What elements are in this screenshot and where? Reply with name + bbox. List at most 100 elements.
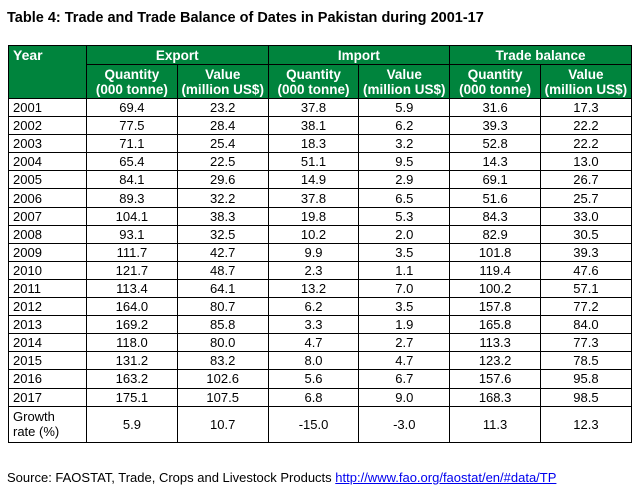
table-cell: 6.7 — [358, 369, 451, 389]
table-cell: 163.2 — [86, 369, 178, 389]
table-row: 2012 164.0 80.7 6.2 3.5 157.8 77.2 — [8, 297, 632, 317]
table-cell: 37.8 — [267, 188, 360, 208]
table-cell: 113.4 — [86, 278, 178, 299]
table-row: 2009 111.7 42.7 9.9 3.5 101.8 39.3 — [8, 242, 632, 262]
table-cell: 6.8 — [267, 387, 360, 407]
table-cell: 33.0 — [540, 206, 632, 226]
table-cell: 82.9 — [449, 224, 541, 244]
table-row: 2005 84.1 29.6 14.9 2.9 69.1 26.7 — [8, 170, 632, 190]
table-cell: 121.7 — [86, 260, 178, 280]
table-cell: 164.0 — [86, 297, 178, 317]
table-cell: 64.1 — [176, 278, 269, 299]
table-cell: 52.8 — [449, 134, 541, 154]
table-cell: 3.2 — [358, 134, 451, 154]
table-cell: 5.6 — [267, 369, 360, 389]
table-row: 2014 118.0 80.0 4.7 2.7 113.3 77.3 — [8, 333, 632, 353]
table-row: 2015 131.2 83.2 8.0 4.7 123.2 78.5 — [8, 351, 632, 371]
table-cell: 26.7 — [540, 170, 632, 190]
year-cell: 2010 — [8, 260, 87, 280]
table-cell: 42.7 — [176, 242, 269, 262]
table-cell: 77.2 — [540, 297, 632, 317]
table-row: 2013 169.2 85.8 3.3 1.9 165.8 84.0 — [8, 315, 632, 335]
table-cell: 84.0 — [540, 315, 632, 335]
table-cell: 80.0 — [176, 333, 269, 353]
growth-rate-label: Growth rate (%) — [8, 405, 87, 443]
table-cell: 8.0 — [267, 351, 360, 371]
table-cell: 48.7 — [176, 260, 269, 280]
source-note: Source: FAOSTAT, Trade, Crops and Livest… — [7, 470, 556, 485]
table-cell: 28.4 — [176, 116, 269, 136]
table-cell: 2.3 — [267, 260, 360, 280]
table-cell: 4.7 — [267, 333, 360, 353]
year-cell: 2012 — [8, 297, 87, 317]
table-cell: 98.5 — [540, 387, 632, 407]
table-cell: 51.1 — [267, 152, 360, 172]
year-cell: 2001 — [8, 97, 87, 118]
table-cell: 39.3 — [449, 116, 541, 136]
table-title: Table 4: Trade and Trade Balance of Date… — [7, 10, 484, 26]
table-cell: 93.1 — [86, 224, 178, 244]
table-body: 2001 69.4 23.2 37.8 5.9 31.6 17.3 2002 77.5 28.4 3… — [8, 97, 632, 443]
import-quantity-header: Quantity (000 tonne) — [267, 64, 360, 99]
table-row: 2008 93.1 32.5 10.2 2.0 82.9 30.5 — [8, 224, 632, 244]
table-cell: 80.7 — [176, 297, 269, 317]
table-cell: 113.3 — [449, 333, 541, 353]
table-cell: 102.6 — [176, 369, 269, 389]
table-cell: 14.9 — [267, 170, 360, 190]
year-cell: 2011 — [8, 278, 87, 299]
year-cell: 2014 — [8, 333, 87, 353]
table-cell: 131.2 — [86, 351, 178, 371]
table-cell: 25.4 — [176, 134, 269, 154]
table-cell: 5.9 — [358, 97, 451, 118]
table-cell: 175.1 — [86, 387, 178, 407]
table-cell: 6.2 — [358, 116, 451, 136]
table-cell: 6.2 — [267, 297, 360, 317]
table-cell: 85.8 — [176, 315, 269, 335]
table-cell: 22.2 — [540, 116, 632, 136]
table-cell: 10.2 — [267, 224, 360, 244]
year-cell: 2003 — [8, 134, 87, 154]
trade-balance-group-header: Trade balance — [449, 45, 632, 65]
table-cell: 77.5 — [86, 116, 178, 136]
table-cell: 3.5 — [358, 297, 451, 317]
table-cell: 18.3 — [267, 134, 360, 154]
source-link[interactable]: http://www.fao.org/faostat/en/#data/TP — [335, 470, 557, 485]
table-cell: 29.6 — [176, 170, 269, 190]
export-value-header: Value (million US$) — [176, 64, 269, 99]
balance-value-header: Value (million US$) — [540, 64, 632, 99]
table-row: 2002 77.5 28.4 38.1 6.2 39.3 22.2 — [8, 116, 632, 136]
export-quantity-header: Quantity (000 tonne) — [86, 64, 178, 99]
table-cell: 84.3 — [449, 206, 541, 226]
table-cell: 30.5 — [540, 224, 632, 244]
year-cell: 2002 — [8, 116, 87, 136]
table-cell: 4.7 — [358, 351, 451, 371]
year-header: Year — [8, 45, 87, 99]
table-cell: 89.3 — [86, 188, 178, 208]
year-cell: 2007 — [8, 206, 87, 226]
table-cell: 14.3 — [449, 152, 541, 172]
table-row: 2001 69.4 23.2 37.8 5.9 31.6 17.3 — [8, 97, 632, 118]
table-row: 2006 89.3 32.2 37.8 6.5 51.6 25.7 — [8, 188, 632, 208]
table-cell: 168.3 — [449, 387, 541, 407]
table-cell: 57.1 — [540, 278, 632, 299]
table-cell: 5.3 — [358, 206, 451, 226]
table-cell: 12.3 — [540, 405, 632, 443]
table-row: 2003 71.1 25.4 18.3 3.2 52.8 22.2 — [8, 134, 632, 154]
table-cell: 2.9 — [358, 170, 451, 190]
year-cell: 2016 — [8, 369, 87, 389]
table-cell: 9.5 — [358, 152, 451, 172]
table-cell: 23.2 — [176, 97, 269, 118]
table-cell: 32.5 — [176, 224, 269, 244]
table-cell: 25.7 — [540, 188, 632, 208]
table-cell: 95.8 — [540, 369, 632, 389]
year-cell: 2004 — [8, 152, 87, 172]
table-cell: 104.1 — [86, 206, 178, 226]
year-cell: 2009 — [8, 242, 87, 262]
table-cell: 31.6 — [449, 97, 541, 118]
table-cell: 38.1 — [267, 116, 360, 136]
table-cell: 10.7 — [176, 405, 269, 443]
table-cell: 107.5 — [176, 387, 269, 407]
table-cell: 101.8 — [449, 242, 541, 262]
table-cell: 6.5 — [358, 188, 451, 208]
table-cell: 169.2 — [86, 315, 178, 335]
